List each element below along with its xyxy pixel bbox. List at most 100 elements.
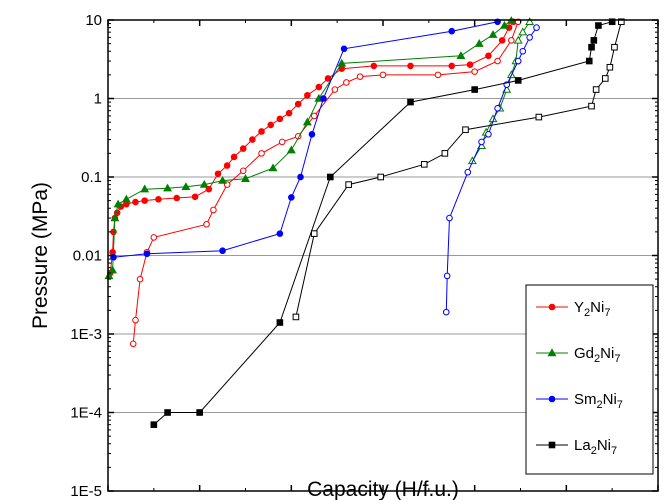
y-absorption-point	[498, 37, 506, 44]
sm-desorption-point	[485, 130, 492, 138]
series-y	[106, 18, 522, 348]
sm-absorption-point	[143, 250, 151, 258]
y-absorption-point	[304, 91, 311, 99]
gd-absorption-line	[108, 20, 512, 277]
legend-item-la: La2Ni7	[536, 437, 617, 457]
la-desorption-point	[462, 126, 469, 134]
y-desorption-point	[494, 57, 501, 65]
gd-absorption-point	[488, 30, 498, 38]
gd-absorption-point	[104, 271, 114, 280]
gd-absorption-point	[241, 174, 250, 182]
sm-desorption-point	[478, 138, 485, 146]
y-desorption-point	[356, 73, 364, 80]
sm-desorption-point	[446, 214, 453, 222]
y-desorption-point	[210, 206, 217, 214]
legend-box	[525, 284, 654, 475]
gd-desorption-point	[518, 27, 528, 36]
gd-desorption-point	[525, 17, 535, 25]
la-absorption-point	[590, 37, 598, 44]
y-absorption-point	[110, 228, 117, 236]
y-desorption-point	[508, 37, 515, 44]
y-desorption-point	[331, 86, 339, 93]
sm-desorption-point	[526, 34, 533, 41]
y-desorption-point	[434, 71, 442, 79]
la-desorption-point	[441, 150, 449, 157]
y-desorption-point	[310, 112, 318, 120]
legend-item-sm: Sm2Ni7	[536, 391, 623, 411]
y-desorption-point	[278, 138, 286, 146]
legend-marker	[548, 303, 556, 311]
series-la	[150, 18, 625, 428]
legend-label: Gd2Ni7	[574, 345, 620, 365]
la-desorption-point	[292, 313, 300, 321]
la-desorption-point	[420, 161, 428, 168]
sm-desorption-point	[519, 47, 527, 55]
y-absorption-point	[258, 128, 265, 135]
sm-absorption-point	[340, 45, 348, 53]
legend-marker	[548, 395, 556, 403]
la-desorption-point	[618, 18, 625, 26]
y-absorption-point	[324, 75, 332, 82]
gd-absorption-point	[181, 182, 191, 191]
gd-absorption-point	[121, 194, 131, 203]
gd-absorption-point	[268, 163, 278, 172]
la-absorption-point	[326, 173, 334, 181]
y-absorption-point	[223, 162, 231, 169]
y-absorption-point	[370, 62, 378, 70]
sm-desorption-line	[445, 27, 537, 313]
y-desorption-point	[150, 234, 158, 241]
y-desorption-point	[203, 220, 210, 228]
legend-item-y: Y2Ni7	[536, 299, 610, 319]
la-desorption-point	[601, 75, 609, 82]
la-absorption-point	[588, 43, 595, 51]
y-tick-label: 1	[94, 91, 102, 108]
y-absorption-point	[285, 109, 293, 117]
sm-desorption-point	[443, 272, 451, 280]
y-absorption-point	[276, 115, 284, 123]
y-desorption-point	[379, 71, 387, 79]
sm-absorption-point	[448, 27, 456, 35]
la-desorption-point	[345, 181, 352, 188]
legend-item-gd: Gd2Ni7	[536, 345, 620, 365]
y-desorption-line	[132, 21, 519, 344]
data-series	[104, 16, 625, 428]
la-absorption-point	[164, 409, 171, 416]
gd-absorption-point	[456, 51, 466, 59]
y-tick-label: 1E-3	[70, 326, 102, 343]
gd-absorption-point	[337, 58, 347, 67]
sm-desorption-point	[533, 24, 540, 31]
y-absorption-point	[132, 198, 139, 206]
y-absorption-point	[141, 197, 148, 204]
y-absorption-point	[466, 61, 474, 68]
series-gd	[104, 16, 535, 280]
sm-desorption-point	[514, 57, 522, 65]
gd-absorption-point	[140, 184, 150, 193]
y-absorption-point	[448, 62, 456, 70]
legend-label: Sm2Ni7	[574, 391, 623, 411]
y-desorption-point	[258, 150, 265, 157]
sm-absorption-point	[288, 194, 295, 201]
gd-absorption-point	[218, 175, 228, 184]
y-desorption-point	[471, 68, 478, 75]
y-tick-label: 0.01	[73, 248, 102, 265]
y-absorption-point	[485, 52, 492, 60]
la-absorption-point	[407, 98, 414, 106]
gd-absorption-point	[199, 179, 209, 188]
la-absorption-point	[471, 86, 478, 93]
la-desorption-point	[606, 63, 614, 71]
gd-absorption-point	[499, 20, 509, 29]
gd-absorption-point	[474, 39, 484, 47]
la-desorption-point	[588, 102, 595, 110]
y-absorption-point	[155, 195, 162, 203]
y-tick-label: 10	[85, 12, 102, 29]
legend: Y2Ni7 Gd2Ni7 Sm2Ni7 La2Ni7	[525, 284, 654, 475]
sm-absorption-point	[308, 130, 316, 138]
legend-label: La2Ni7	[574, 437, 617, 457]
sm-absorption-point	[276, 230, 284, 237]
gd-desorption-point	[513, 35, 523, 44]
y-absorption-point	[239, 145, 247, 152]
sm-desorption-point	[464, 168, 472, 176]
la-absorption-point	[196, 409, 203, 416]
sm-absorption-point	[320, 95, 327, 102]
